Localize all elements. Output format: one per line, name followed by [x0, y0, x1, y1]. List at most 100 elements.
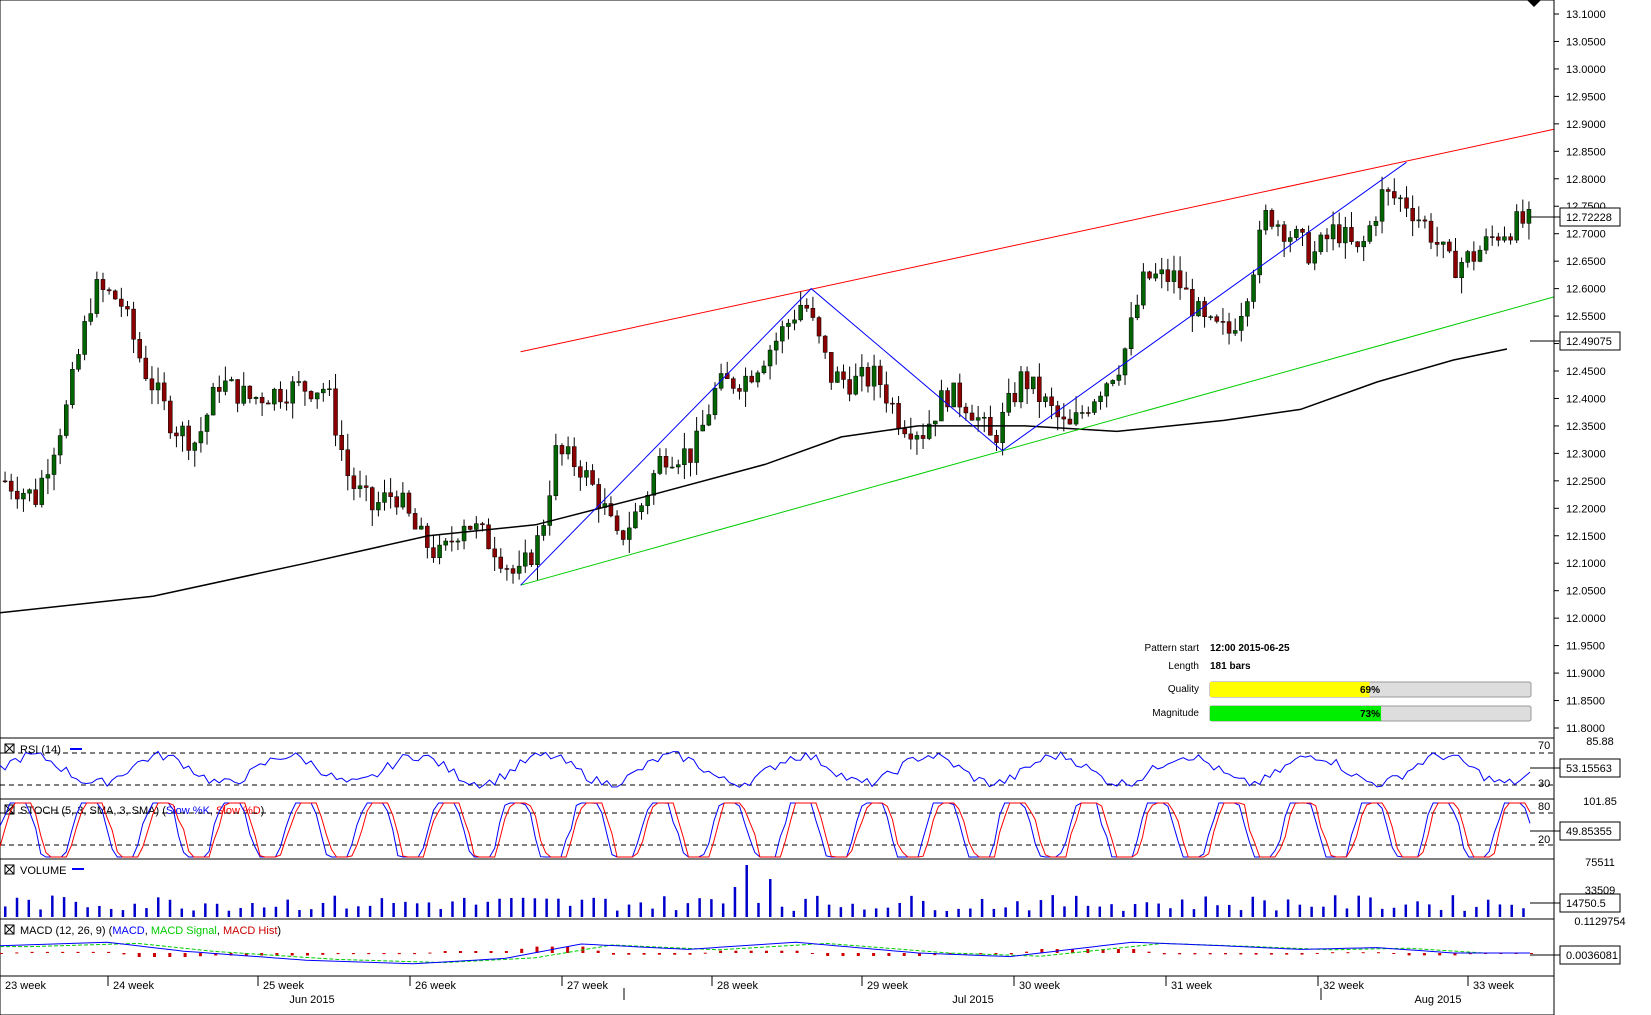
stoch-value-label: 49.85355: [1566, 826, 1612, 838]
volume-bar: [121, 910, 125, 917]
macd-hist-bar: [703, 952, 707, 954]
candle-down: [186, 425, 191, 451]
volume-bar: [1498, 904, 1502, 917]
last-price-marker: 12.72228: [1530, 207, 1621, 227]
macd-lines: [0, 941, 1533, 965]
week-label: 31 week: [1171, 980, 1212, 992]
y-tick-label: 12.6500: [1566, 256, 1606, 268]
candle-down: [890, 402, 895, 405]
y-tick-label: 12.2000: [1566, 503, 1606, 515]
candle-up: [1098, 395, 1103, 402]
macd-header[interactable]: MACD (12, 26, 9) (MACD, MACD Signal, MAC…: [4, 924, 281, 937]
quality-value: 69%: [1360, 685, 1380, 696]
volume-bar: [992, 908, 996, 917]
candle-up: [712, 388, 718, 415]
candle-up: [1018, 371, 1024, 403]
candle-down: [596, 484, 601, 508]
candle-up: [584, 470, 589, 478]
candle-up: [1153, 273, 1158, 279]
macd-hist-bar: [841, 953, 845, 956]
candle-down: [1190, 289, 1195, 317]
volume-bar: [1016, 901, 1019, 917]
macd-hist-bar: [306, 953, 309, 956]
volume-bar: [1428, 904, 1431, 917]
candle-down: [125, 306, 130, 310]
volume-bar: [427, 902, 431, 917]
volume-bar: [816, 895, 819, 917]
candle-down: [302, 381, 308, 392]
candle-up: [229, 379, 234, 382]
moving-average-layer: [0, 348, 1508, 614]
volume-bar: [498, 898, 501, 917]
candle-up: [418, 525, 424, 530]
volume-bar: [780, 906, 784, 917]
candle-down: [1453, 250, 1458, 279]
volume-bar: [804, 898, 807, 917]
macd-hist-bar: [872, 953, 876, 956]
candle-up: [639, 505, 644, 513]
macd-hist-bar: [290, 953, 294, 956]
volume-bar: [1228, 904, 1231, 917]
candle-down: [1049, 396, 1054, 406]
candle-up: [1128, 317, 1134, 349]
volume-header[interactable]: VOLUME: [4, 864, 84, 877]
macd-hist-bar: [673, 953, 677, 955]
candle-up: [94, 279, 100, 314]
candle-down: [810, 307, 816, 318]
candle-up: [1288, 237, 1293, 242]
candle-down: [614, 515, 620, 531]
candle-down: [1226, 321, 1232, 334]
volume-bar: [1475, 906, 1478, 917]
macd-hist-bar: [1300, 953, 1304, 955]
macd-hist-bar: [1071, 949, 1074, 953]
macd-hist-bar: [1468, 953, 1472, 955]
candle-up: [1073, 412, 1079, 425]
macd-value-label: 0.0036081: [1566, 950, 1618, 962]
candle-down: [431, 547, 436, 559]
candle-up: [1343, 227, 1348, 244]
candle-up: [1373, 220, 1379, 226]
pattern-zigzag-line: [520, 161, 1407, 586]
volume-bar: [192, 910, 195, 917]
volume-bar: [1251, 896, 1255, 917]
stoch-header[interactable]: STOCH (5, 3, SMA, 3, SMA) (Slow %K, Slow…: [4, 804, 264, 817]
candle-up: [321, 388, 326, 394]
y-tick-label: 12.8500: [1566, 146, 1606, 158]
volume-bar: [463, 897, 466, 917]
volume-panel: [0, 858, 1555, 920]
candle-up: [547, 495, 552, 526]
volume-bar: [827, 904, 831, 917]
volume-bar: [580, 899, 584, 917]
month-label: Aug 2015: [1414, 994, 1461, 1006]
macd-hist-bar: [1269, 953, 1273, 955]
week-label: 30 week: [1019, 980, 1060, 992]
macd-hist-bar: [336, 953, 340, 955]
macd-hist-bar: [1116, 949, 1120, 953]
ma-value-label: 12.49075: [1566, 336, 1612, 348]
candle-up: [657, 456, 663, 474]
candle-up: [1245, 301, 1250, 317]
candle-up: [1208, 316, 1213, 318]
candle-down: [608, 503, 614, 517]
candle-up: [914, 435, 920, 440]
time-axis-labels: 23 week 24 week 25 week 26 week 27 week 28 we…: [0, 976, 1514, 1006]
volume-bar: [1286, 899, 1290, 917]
candle-down: [449, 540, 455, 543]
rsi-70-label: 70: [1538, 740, 1550, 752]
candle-down: [908, 433, 914, 440]
pattern-layer: [520, 128, 1555, 586]
volume-bar: [333, 895, 337, 917]
candle-up: [565, 446, 571, 455]
candle-down: [492, 548, 497, 558]
candle-up: [382, 492, 387, 503]
volume-bar: [1133, 904, 1137, 917]
volume-bar: [1075, 895, 1078, 917]
candle-down: [161, 382, 167, 402]
macd-hist-bar: [30, 951, 34, 953]
candle-up: [314, 392, 320, 400]
volume-bar: [639, 902, 643, 917]
macd-hist-bar: [902, 953, 906, 956]
candle-up: [926, 423, 932, 439]
candle-up: [516, 565, 522, 574]
